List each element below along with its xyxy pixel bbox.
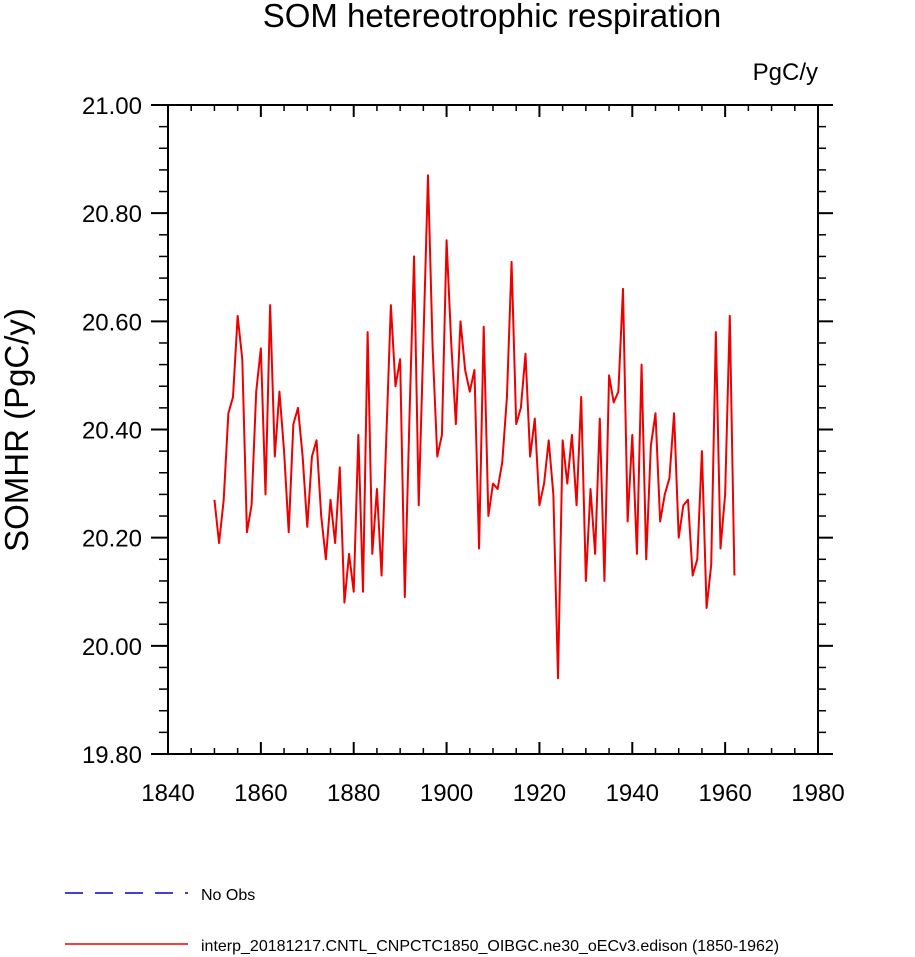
x-tick-label: 1940 <box>606 780 659 807</box>
y-tick-label: 21.00 <box>82 93 142 120</box>
x-tick-label: 1840 <box>141 780 194 807</box>
legend-label-1: interp_20181217.CNTL_CNPCTC1850_OIBGC.ne… <box>201 938 779 955</box>
units-label: PgC/y <box>753 59 818 86</box>
legend-label-0: No Obs <box>201 887 255 904</box>
y-tick-label: 19.80 <box>82 742 142 769</box>
x-tick-label: 1860 <box>234 780 287 807</box>
x-tick-label: 1960 <box>698 780 751 807</box>
y-axis: 19.80 20.00 20.20 20.40 20.60 20.80 21.00 <box>82 93 833 769</box>
legend: No Obs interp_20181217.CNTL_CNPCTC1850_OI… <box>65 887 779 955</box>
y-tick-label: 20.80 <box>82 201 142 228</box>
chart-title: SOM hetereotrophic respiration <box>263 0 722 34</box>
x-tick-label: 1900 <box>420 780 473 807</box>
series-group <box>214 175 734 678</box>
y-tick-label: 20.00 <box>82 634 142 661</box>
plot-frame <box>168 105 818 754</box>
y-tick-label: 20.20 <box>82 526 142 553</box>
y-tick-label: 20.40 <box>82 418 142 445</box>
series-line-1 <box>214 175 734 678</box>
chart: SOM hetereotrophic respiration PgC/y SOM… <box>0 0 915 957</box>
x-axis: 1840 1860 1880 1900 1920 1940 1960 1980 <box>141 105 844 807</box>
y-tick-label: 20.60 <box>82 309 142 336</box>
y-axis-label: SOMHR (PgC/y) <box>0 308 35 552</box>
x-tick-label: 1880 <box>327 780 380 807</box>
x-tick-label: 1920 <box>513 780 566 807</box>
x-tick-label: 1980 <box>791 780 844 807</box>
